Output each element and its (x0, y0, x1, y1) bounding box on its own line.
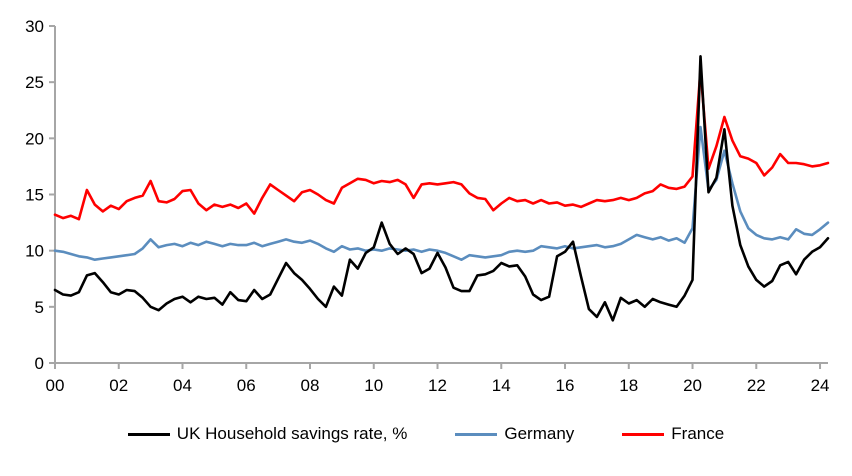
y-tick-label: 10 (25, 242, 44, 261)
y-tick-label: 25 (25, 73, 44, 92)
x-tick-label: 16 (556, 376, 575, 395)
legend-item-france: France (622, 424, 724, 444)
x-tick-label: 08 (301, 376, 320, 395)
series-line-germany (53, 125, 830, 262)
uk-line-swatch (127, 432, 170, 436)
x-tick-label: 24 (811, 376, 830, 395)
x-tick-label: 04 (173, 376, 192, 395)
legend-label-uk: UK Household savings rate, % (176, 424, 408, 443)
x-tick-label: 20 (683, 376, 702, 395)
france-line-swatch (622, 432, 665, 436)
chart-legend: UK Household savings rate, % Germany Fra… (0, 424, 852, 444)
x-tick-label: 12 (428, 376, 447, 395)
y-tick-label: 15 (25, 186, 44, 205)
chart-plot-area: 0 5 10 15 20 25 30 00 02 04 06 08 10 12 14 16 18 20 22 24 (25, 17, 830, 395)
y-tick-label: 0 (35, 354, 44, 373)
x-tick-label: 18 (619, 376, 638, 395)
series-line-france (53, 68, 830, 221)
y-tick-label: 20 (25, 129, 44, 148)
x-tick-label: 10 (364, 376, 383, 395)
x-tick-label: 14 (492, 376, 511, 395)
y-tick-label: 5 (35, 298, 44, 317)
x-tick-label: 22 (747, 376, 766, 395)
legend-label-germany: Germany (504, 424, 575, 443)
germany-line-swatch (455, 432, 498, 436)
legend-label-france: France (671, 424, 725, 443)
x-tick-label: 06 (237, 376, 256, 395)
legend-item-germany: Germany (455, 424, 574, 444)
series-line-uk (53, 54, 830, 322)
x-tick-label: 02 (109, 376, 128, 395)
legend-item-uk: UK Household savings rate, % (127, 424, 408, 444)
y-tick-label: 30 (25, 17, 44, 36)
x-tick-label: 00 (46, 376, 65, 395)
